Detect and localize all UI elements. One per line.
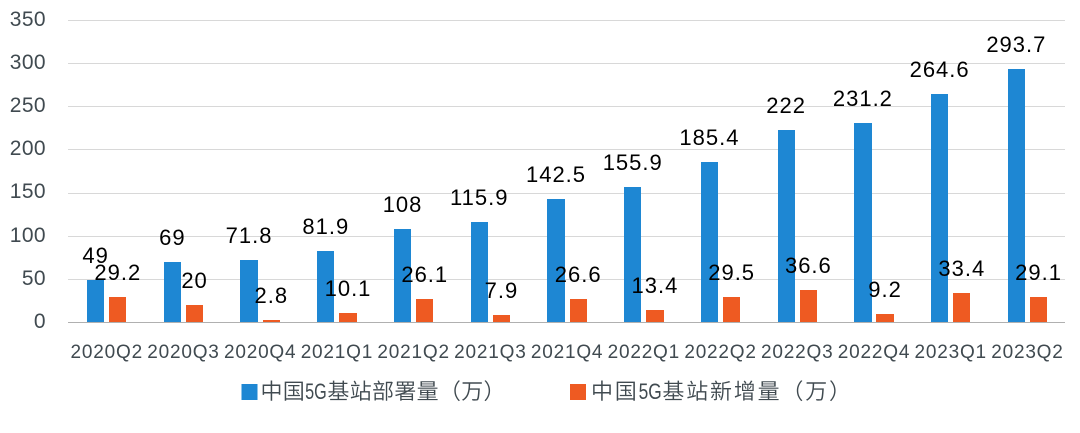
- svg-text:5G: 5G: [639, 379, 662, 404]
- svg-text:5G: 5G: [305, 379, 327, 404]
